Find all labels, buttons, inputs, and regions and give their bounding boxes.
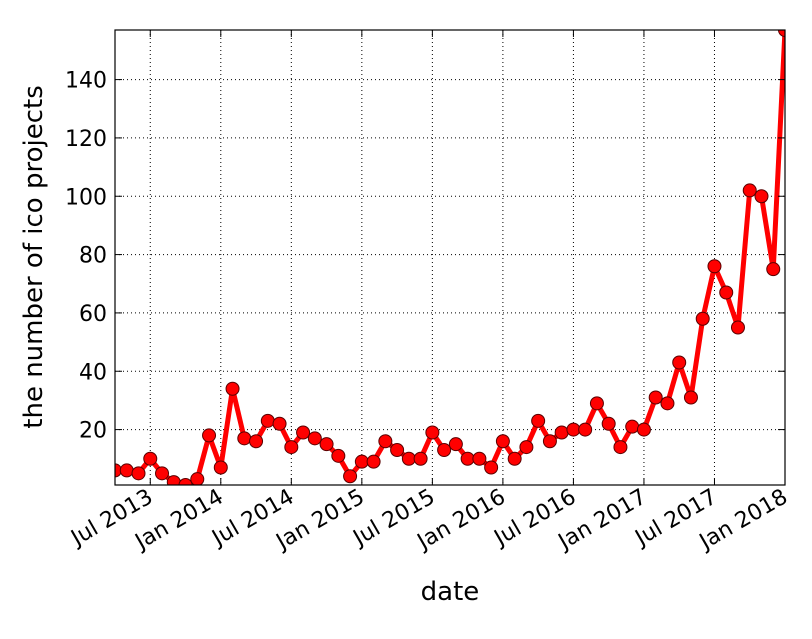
data-point: [213, 460, 228, 475]
data-point: [378, 434, 393, 449]
data-point: [296, 425, 311, 440]
data-point: [730, 320, 745, 335]
data-point: [143, 451, 158, 466]
data-point: [272, 416, 287, 431]
data-point: [589, 396, 604, 411]
data-point: [695, 311, 710, 326]
y-tick-label: 60: [79, 302, 107, 327]
data-point: [566, 422, 581, 437]
data-point: [284, 440, 299, 455]
data-point: [613, 440, 628, 455]
y-tick-label: 20: [79, 419, 107, 444]
data-point: [648, 390, 663, 405]
data-point: [190, 472, 205, 485]
data-point: [636, 422, 651, 437]
data-point: [719, 285, 734, 300]
data-point: [390, 443, 405, 457]
data-point: [754, 189, 769, 204]
y-tick-label: 100: [65, 185, 107, 210]
data-point: [660, 396, 675, 411]
y-tick-label: 120: [65, 127, 107, 152]
data-point: [472, 451, 487, 466]
data-point: [578, 422, 593, 437]
data-point: [131, 466, 146, 481]
data-point: [354, 454, 369, 469]
y-tick-label: 80: [79, 244, 107, 269]
data-point: [495, 434, 510, 449]
plot-area: [115, 30, 785, 485]
data-point: [707, 259, 722, 274]
data-point: [519, 440, 534, 455]
data-point: [625, 419, 640, 434]
data-point: [448, 437, 463, 452]
data-point: [531, 413, 546, 428]
data-point: [249, 434, 264, 449]
x-axis-label: date: [421, 577, 480, 607]
data-point: [425, 425, 440, 440]
data-point: [507, 451, 522, 466]
data-point: [672, 355, 687, 370]
data-point: [202, 428, 217, 443]
data-point: [554, 425, 569, 440]
data-point: [601, 416, 616, 431]
data-point: [178, 478, 193, 485]
data-point: [542, 434, 557, 449]
y-tick-label: 40: [79, 360, 107, 385]
data-point: [742, 183, 757, 198]
data-point: [401, 451, 416, 466]
y-tick-label: 140: [65, 69, 107, 94]
data-point: [319, 437, 334, 452]
data-point: [225, 381, 240, 396]
data-point: [413, 451, 428, 466]
plot-frame: [114, 29, 786, 486]
data-point: [237, 431, 252, 446]
data-point: [778, 30, 785, 37]
data-point: [437, 443, 452, 457]
y-axis-label: the number of ico projects: [19, 85, 49, 428]
data-point: [343, 469, 358, 484]
data-point: [683, 390, 698, 405]
data-point: [307, 431, 322, 446]
data-point: [119, 463, 134, 478]
data-point: [331, 448, 346, 463]
data-point: [766, 262, 781, 277]
data-point: [366, 454, 381, 469]
data-point: [484, 460, 499, 475]
data-point: [155, 466, 170, 481]
data-point: [460, 451, 475, 466]
data-point: [260, 413, 275, 428]
